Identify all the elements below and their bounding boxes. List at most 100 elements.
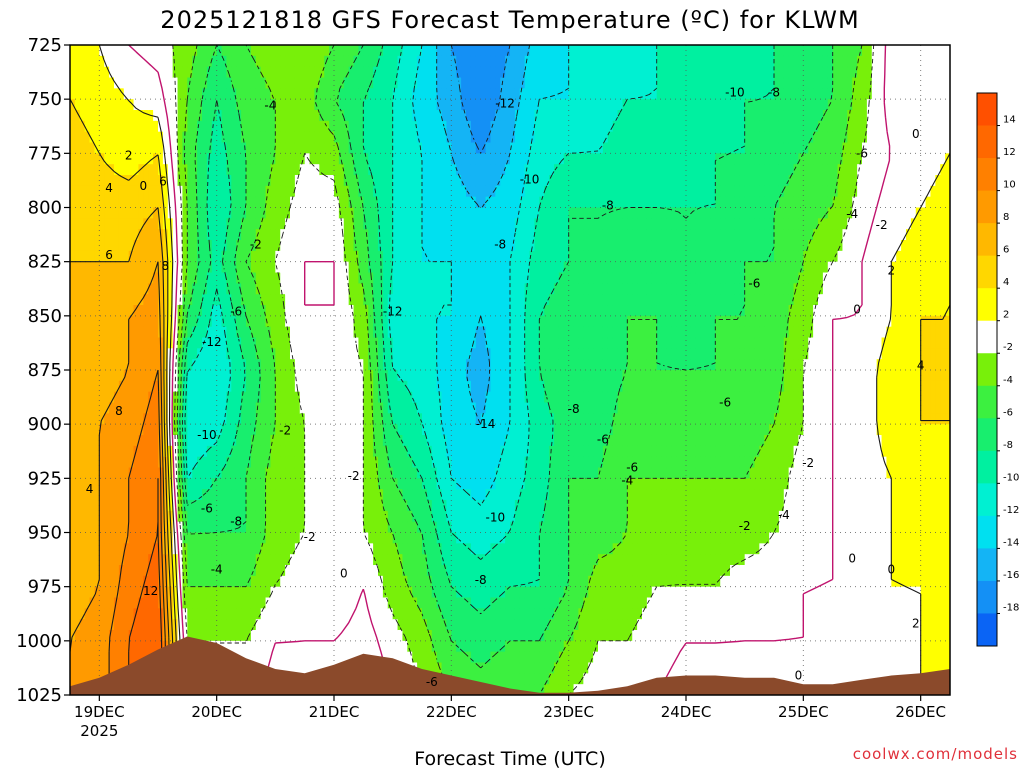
heat-cell: [206, 413, 213, 425]
heat-cell: [143, 196, 149, 209]
heat-cell: [368, 120, 374, 133]
heat-cell: [255, 630, 262, 642]
heat-cell: [426, 608, 433, 620]
heat-cell: [446, 283, 452, 295]
heat-cell: [221, 315, 228, 328]
heat-cell: [382, 489, 389, 501]
heat-cell: [94, 261, 100, 274]
heat-cell: [202, 326, 208, 339]
heat-cell: [324, 196, 330, 209]
heat-cell: [241, 348, 247, 360]
heat-cell: [309, 142, 316, 154]
heat-cell: [114, 478, 120, 490]
heat-cell: [324, 554, 330, 566]
heat-cell: [84, 99, 91, 111]
heat-cell: [226, 467, 232, 479]
heat-cell: [192, 120, 198, 133]
heat-cell: [378, 240, 384, 252]
heat-cell: [431, 510, 438, 523]
heat-cell: [133, 510, 140, 523]
heat-cell: [202, 55, 208, 68]
heat-cell: [456, 45, 462, 57]
heat-cell: [392, 218, 399, 230]
heat-cell: [412, 66, 418, 79]
heat-cell: [431, 131, 438, 144]
heat-cell: [138, 640, 144, 653]
heat-cell: [368, 337, 374, 349]
heat-cell: [167, 413, 174, 425]
heat-cell: [319, 597, 325, 609]
heat-cell: [407, 294, 413, 306]
heat-cell: [241, 510, 247, 523]
heat-cell: [246, 305, 252, 317]
heat-cell: [451, 510, 457, 523]
heat-cell: [231, 77, 237, 89]
heat-cell: [138, 478, 144, 490]
heat-cell: [373, 315, 379, 328]
heat-cell: [290, 467, 296, 479]
heat-cell: [319, 164, 325, 176]
heat-cell: [299, 196, 306, 209]
heat-cell: [270, 380, 276, 393]
heat-cell: [353, 229, 360, 241]
heat-cell: [422, 630, 428, 642]
heat-cell: [114, 337, 120, 349]
heat-cell: [397, 391, 404, 404]
heat-cell: [412, 294, 418, 306]
heat-cell: [143, 153, 149, 165]
heat-cell: [290, 88, 296, 100]
heat-cell: [153, 326, 159, 339]
heat-cell: [309, 359, 316, 371]
heat-cell: [79, 229, 86, 241]
heat-cell: [114, 55, 120, 68]
heat-cell: [206, 370, 213, 382]
heat-cell: [221, 99, 228, 111]
heat-cell: [172, 66, 179, 79]
heat-cell: [231, 597, 237, 609]
heat-cell: [275, 305, 281, 317]
heat-cell: [172, 250, 179, 263]
heat-cell: [123, 218, 130, 230]
heat-cell: [368, 153, 374, 165]
heat-cell: [466, 391, 472, 404]
heat-cell: [378, 110, 384, 122]
heat-cell: [334, 456, 340, 469]
heat-cell: [422, 120, 428, 133]
heat-cell: [221, 359, 228, 371]
heat-cell: [290, 402, 296, 414]
heat-cell: [197, 413, 203, 425]
heat-cell: [314, 456, 320, 469]
heat-cell: [436, 586, 443, 599]
heat-cell: [79, 554, 86, 566]
heat-cell: [431, 250, 438, 263]
heat-cell: [70, 651, 76, 664]
heat-cell: [343, 521, 350, 534]
heat-cell: [74, 120, 81, 133]
heat-cell: [378, 185, 384, 198]
heat-cell: [89, 554, 96, 566]
heat-cell: [314, 45, 320, 57]
heat-cell: [231, 586, 237, 599]
heat-cell: [368, 478, 374, 490]
heat-cell: [216, 218, 223, 230]
heat-cell: [329, 88, 335, 100]
heat-cell: [118, 305, 125, 317]
heat-cell: [334, 326, 340, 339]
heat-cell: [138, 142, 144, 154]
heat-cell: [118, 424, 125, 436]
heat-cell: [114, 597, 120, 609]
heat-cell: [441, 240, 448, 252]
heat-cell: [387, 99, 394, 111]
heat-cell: [470, 565, 477, 577]
heat-cell: [202, 370, 208, 382]
heat-cell: [392, 402, 399, 414]
heat-cell: [167, 77, 174, 89]
heat-cell: [138, 445, 144, 458]
heat-cell: [114, 370, 120, 382]
heat-cell: [441, 348, 448, 360]
heat-cell: [397, 619, 404, 631]
heat-cell: [211, 120, 218, 133]
heat-cell: [104, 77, 110, 89]
heat-cell: [74, 77, 81, 89]
heat-cell: [426, 294, 433, 306]
